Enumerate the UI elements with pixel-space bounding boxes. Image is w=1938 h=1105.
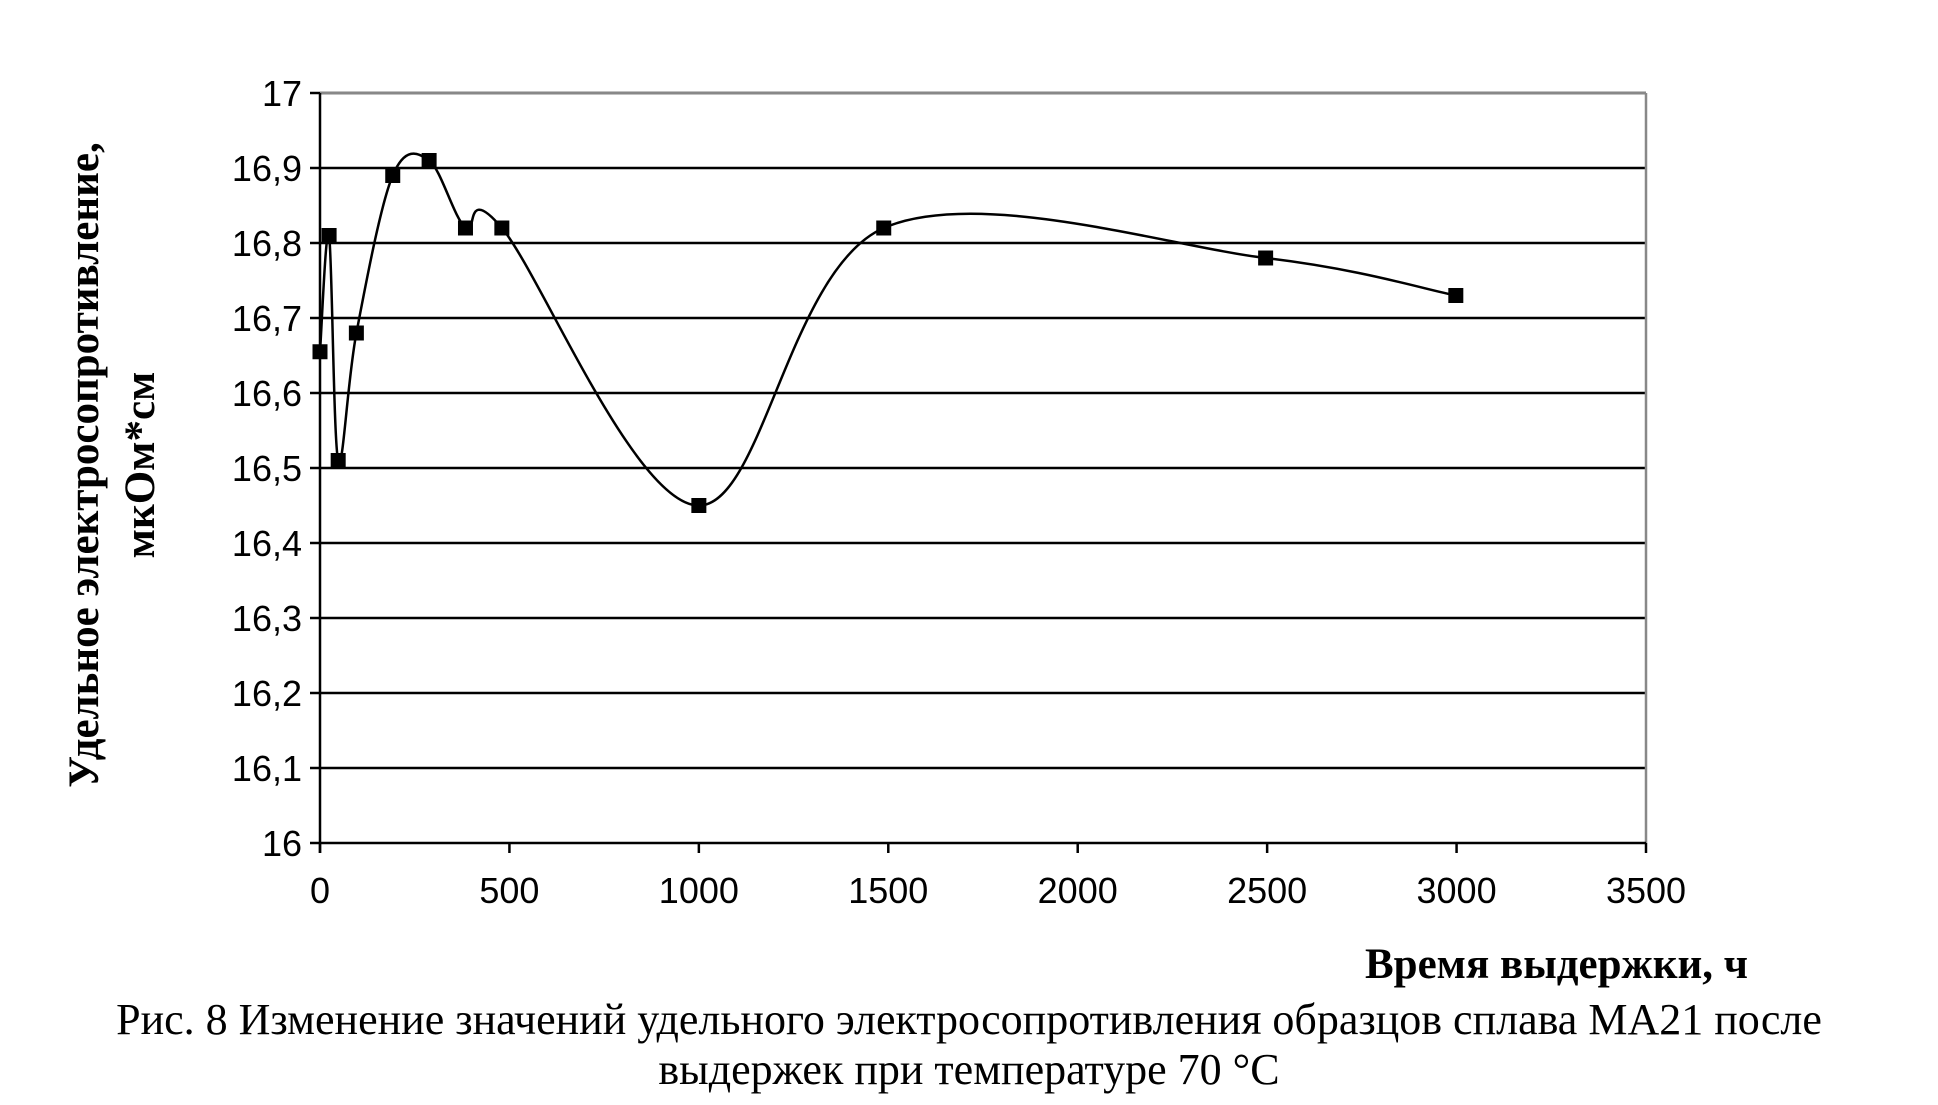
data-point bbox=[457, 220, 473, 236]
x-tick-label: 3000 bbox=[1417, 870, 1497, 911]
y-tick-label: 16,1 bbox=[232, 748, 302, 789]
data-point bbox=[385, 168, 401, 183]
data-point bbox=[1258, 250, 1274, 266]
y-axis-title-line1: Удельное электросопротивление, bbox=[61, 142, 108, 787]
x-tick-label: 1500 bbox=[848, 870, 928, 911]
axes bbox=[310, 91, 1648, 853]
x-tick-labels: 0 500 1000 1500 2000 2500 3000 3500 bbox=[310, 870, 1686, 911]
x-tick-label: 0 bbox=[310, 870, 330, 911]
y-tick-label: 16,3 bbox=[232, 598, 302, 639]
data-markers bbox=[312, 153, 1464, 513]
y-tick-label: 16,8 bbox=[232, 223, 302, 264]
x-tick-label: 3500 bbox=[1606, 870, 1686, 911]
data-point bbox=[330, 453, 346, 468]
y-tick-label: 16 bbox=[262, 823, 302, 864]
data-point bbox=[348, 325, 364, 341]
data-point bbox=[1448, 288, 1464, 303]
x-axis-title: Время выдержки, ч bbox=[1365, 941, 1748, 988]
resistivity-chart: 16 16,1 16,2 16,3 16,4 16,5 16,6 16,7 16,8 16,9 17… bbox=[61, 73, 1748, 988]
x-tick-label: 1000 bbox=[659, 870, 739, 911]
data-point bbox=[321, 228, 337, 243]
y-axis-title-line2: мкОм*см bbox=[117, 372, 164, 559]
y-tick-labels: 16 16,1 16,2 16,3 16,4 16,5 16,6 16,7 16,8 16,9 17 bbox=[232, 73, 302, 864]
data-point bbox=[691, 498, 707, 513]
figure-caption-line2: выдержек при температуре 70 °С bbox=[658, 1045, 1280, 1094]
data-point bbox=[421, 153, 437, 168]
x-tick-label: 2500 bbox=[1227, 870, 1307, 911]
y-tick-label: 16,5 bbox=[232, 448, 302, 489]
y-tick-label: 17 bbox=[262, 73, 302, 114]
y-tick-label: 16,9 bbox=[232, 148, 302, 189]
data-point bbox=[494, 220, 510, 236]
y-tick-label: 16,4 bbox=[232, 523, 302, 564]
gridlines bbox=[320, 91, 1646, 770]
y-tick-label: 16,6 bbox=[232, 373, 302, 414]
x-tick-label: 500 bbox=[479, 870, 539, 911]
y-tick-label: 16,7 bbox=[232, 298, 302, 339]
figure-caption-line1: Рис. 8 Изменение значений удельного элек… bbox=[116, 995, 1822, 1044]
x-tick-label: 2000 bbox=[1038, 870, 1118, 911]
y-tick-label: 16,2 bbox=[232, 673, 302, 714]
data-point bbox=[312, 344, 328, 360]
data-point bbox=[876, 220, 892, 236]
series-line bbox=[318, 152, 1457, 507]
